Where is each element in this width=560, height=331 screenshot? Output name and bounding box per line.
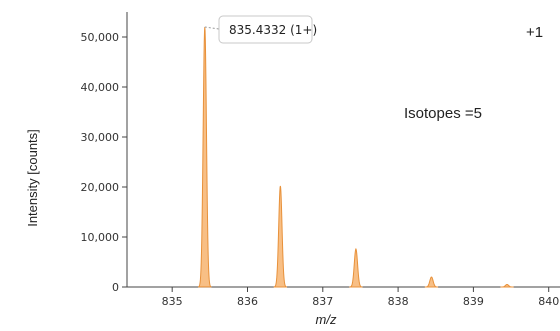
- y-tick-label: 20,000: [81, 181, 120, 194]
- peak[interactable]: [500, 283, 514, 288]
- x-tick-label: 840: [538, 295, 559, 308]
- peak[interactable]: [424, 276, 439, 288]
- tooltip-leader-line: [204, 26, 220, 30]
- x-tick-label: 837: [312, 295, 333, 308]
- y-tick-label: 40,000: [81, 81, 120, 94]
- y-tick-label: 50,000: [81, 31, 120, 44]
- y-tick-label: 30,000: [81, 131, 120, 144]
- x-axis: 835 836 837 838 839 840: [127, 286, 560, 308]
- peak[interactable]: [273, 185, 288, 288]
- charge-state-label: +1: [526, 24, 543, 41]
- peak[interactable]: [349, 247, 363, 288]
- x-tick-label: 838: [388, 295, 409, 308]
- peak-series: [198, 26, 514, 288]
- x-tick-label: 835: [162, 295, 183, 308]
- x-tick-label: 836: [237, 295, 258, 308]
- tooltip-box: [218, 15, 313, 44]
- y-tick-label: 10,000: [81, 231, 120, 244]
- peak[interactable]: [198, 26, 212, 288]
- isotopes-label: Isotopes =5: [404, 105, 482, 122]
- peak-tooltip[interactable]: 835.4332 (1+): [218, 15, 317, 44]
- x-axis-title: m/z: [316, 312, 337, 327]
- y-axis-title: Intensity [counts]: [25, 129, 40, 227]
- x-tick-label: 839: [463, 295, 484, 308]
- tooltip-text: 835.4332 (1+): [229, 23, 317, 37]
- y-axis: 0 10,000 20,000 30,000 40,000 50,000: [81, 12, 128, 294]
- y-tick-label: 0: [112, 281, 119, 294]
